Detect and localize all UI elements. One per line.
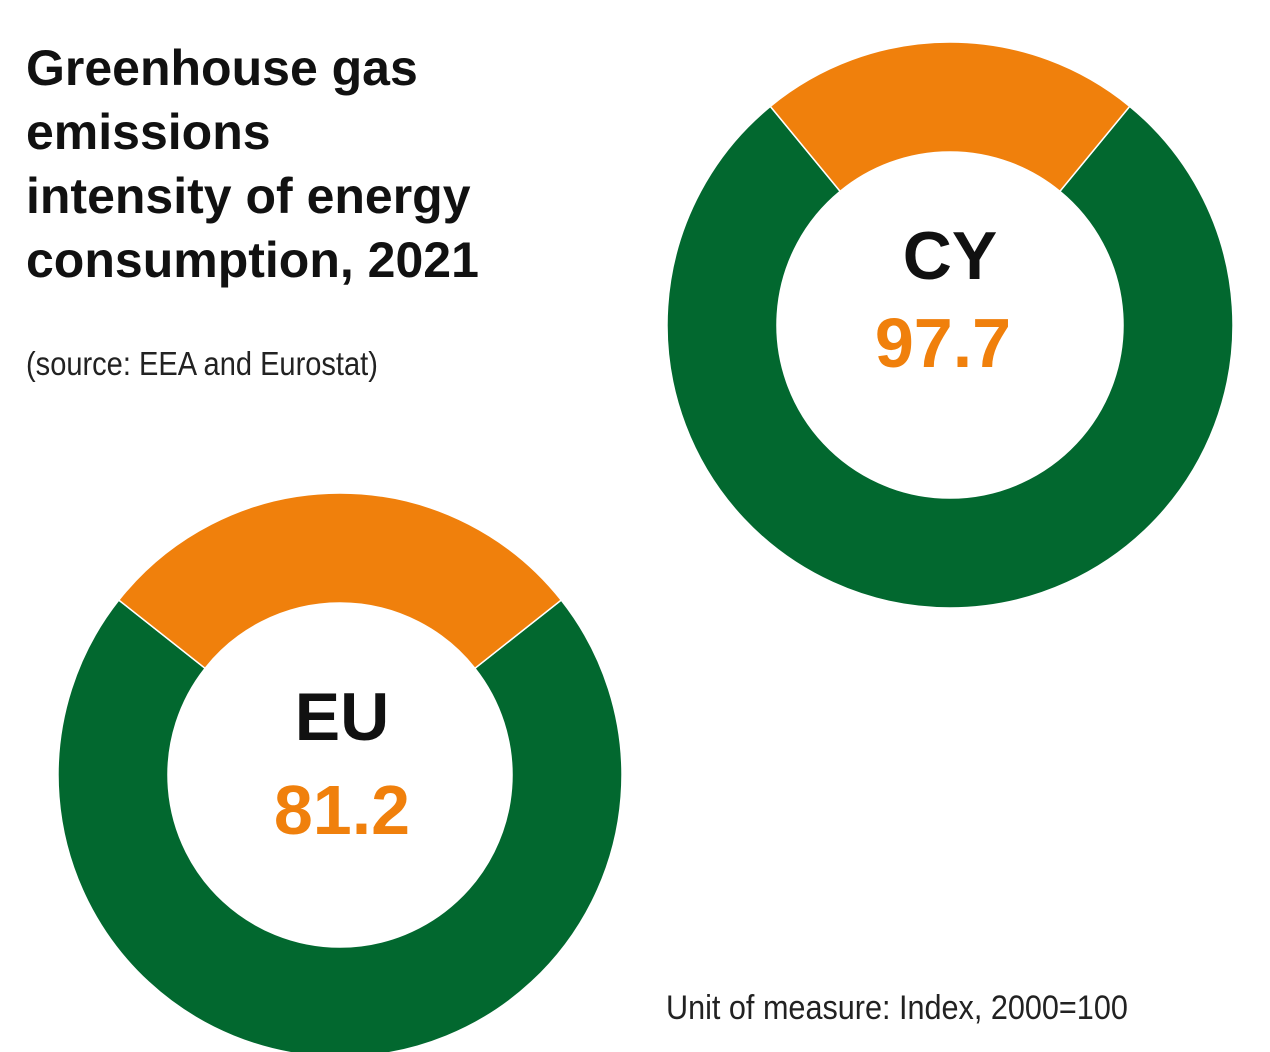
donut-value: 81.2 <box>274 771 410 849</box>
donut-slice-remainder <box>769 41 1131 193</box>
chart-title-line: consumption, 2021 <box>26 232 479 288</box>
chart-title-line: emissions <box>26 104 271 160</box>
donut-slice-remainder <box>117 492 563 670</box>
donut-slice-value <box>57 599 623 1052</box>
chart-title-line: intensity of energy <box>26 168 471 224</box>
donut-label: EU <box>295 679 389 755</box>
donut-chart-cy: CY 97.7 <box>666 41 1234 609</box>
chart-title-line: Greenhouse gas <box>26 40 418 96</box>
unit-of-measure: Unit of measure: Index, 2000=100 <box>666 989 1128 1027</box>
donut-slice-value <box>666 105 1234 609</box>
donut-label: CY <box>903 218 997 294</box>
donut-value: 97.7 <box>875 304 1011 382</box>
chart-source: (source: EEA and Eurostat) <box>26 345 378 382</box>
chart-title: Greenhouse gas emissions intensity of en… <box>26 36 626 292</box>
donut-chart-eu: EU 81.2 <box>57 492 623 1052</box>
